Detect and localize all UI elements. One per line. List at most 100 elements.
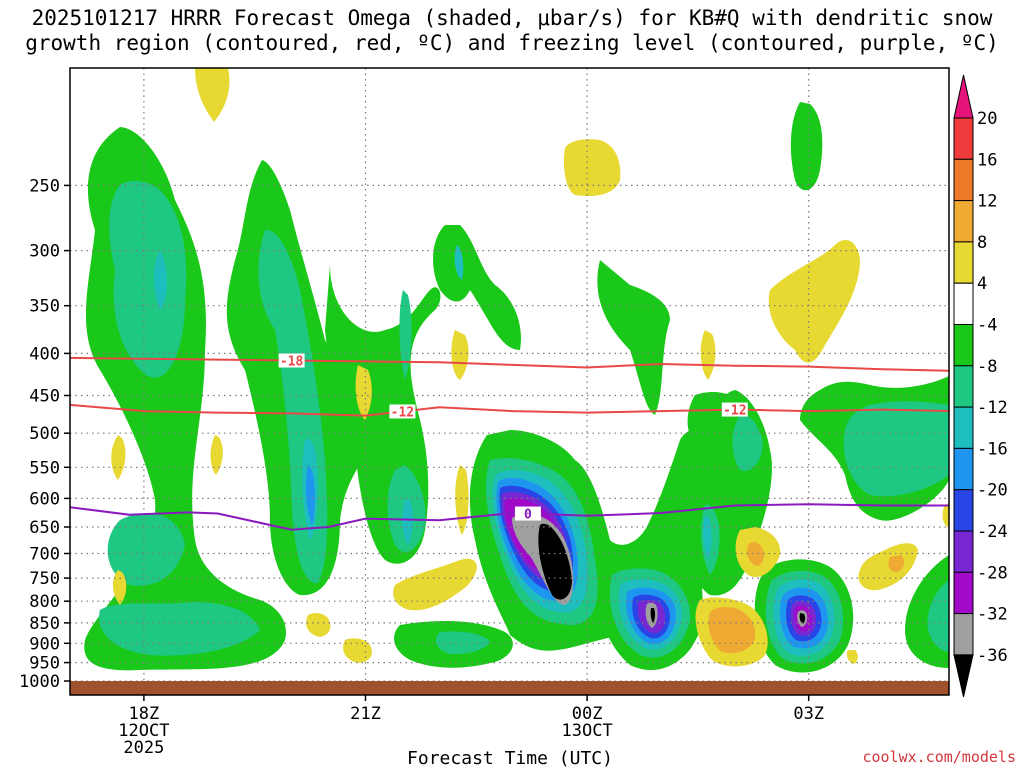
grid <box>70 68 949 695</box>
x-tick-date: 13OCT <box>562 721 613 741</box>
colorbar-label: 20 <box>977 109 997 129</box>
colorbar-label: -8 <box>977 357 997 377</box>
contour-label: -12 <box>723 404 746 419</box>
y-tick-label: 1000 <box>19 672 60 692</box>
y-tick-label: 350 <box>29 297 60 317</box>
colorbar-label: -12 <box>977 398 1008 418</box>
contour-label: -12 <box>391 405 414 420</box>
contour-label-background <box>721 402 748 417</box>
omega-yellow-region <box>195 68 230 122</box>
omega-yellow-region <box>563 139 621 197</box>
ground-surface <box>70 681 949 695</box>
y-tick-label: 450 <box>29 387 60 407</box>
colorbar-bin <box>953 365 974 408</box>
x-tick-year: 2025 <box>123 738 164 758</box>
omega-yellow-region <box>942 503 949 528</box>
contour-label-background <box>278 353 305 368</box>
colorbar-label: -20 <box>977 481 1008 501</box>
contour-line <box>70 503 949 531</box>
colorbar-label: -24 <box>977 522 1008 542</box>
omega-teal-region <box>435 631 490 655</box>
colorbar-bin <box>953 324 974 367</box>
y-tick-label: 900 <box>29 634 60 654</box>
colorbar-bin <box>953 571 974 615</box>
omega-cyan-region <box>703 515 712 560</box>
colorbar-bin <box>953 200 974 243</box>
x-tick-label: 18Z <box>129 704 160 724</box>
y-tick-label: 850 <box>29 614 60 634</box>
omega-teal-region <box>387 290 426 553</box>
omega-orange-region <box>708 607 756 654</box>
y-tick-label: 600 <box>29 489 60 509</box>
title-line-1: 2025101217 HRRR Forecast Omega (shaded, … <box>31 6 993 30</box>
omega-yellow-region <box>393 558 477 611</box>
omega-orange-region <box>888 555 905 573</box>
colorbar-label: -36 <box>977 646 1008 666</box>
plot-frame <box>69 67 950 696</box>
colorbar-bin <box>953 530 974 573</box>
y-tick-label: 750 <box>29 569 60 589</box>
x-tick-label: 00Z <box>572 704 603 724</box>
colorbar-bin <box>953 241 974 284</box>
colorbar-bin <box>953 489 974 532</box>
colorbar-bin <box>953 158 974 202</box>
colorbar-under-arrow <box>953 654 974 698</box>
contour-label-background <box>389 404 416 419</box>
omega-green-region <box>597 260 745 446</box>
colorbar: 20 16 12 8 4 -4 -8 -12 -16 -20 -24 -28 -32 -36 <box>953 74 1008 698</box>
omega-yellow-region <box>306 613 858 664</box>
contour-label: -18 <box>280 355 304 370</box>
omega-teal-region <box>843 401 949 497</box>
omega-teal-region <box>927 580 949 652</box>
contour-label: 0 <box>524 508 532 523</box>
colorbar-label: 8 <box>977 233 987 253</box>
omega-black-region <box>799 613 806 624</box>
y-tick-label: 500 <box>29 424 60 444</box>
x-tick-label: 03Z <box>793 704 824 724</box>
colorbar-bin <box>953 447 974 491</box>
title-line-2: growth region (contoured, red, ºC) and f… <box>25 31 999 55</box>
chart-title: 2025101217 HRRR Forecast Omega (shaded, … <box>0 6 1024 56</box>
y-tick-label: 300 <box>29 242 60 262</box>
x-tick-date: 12OCT <box>118 721 169 741</box>
omega-blue-region <box>305 465 315 525</box>
contour-line <box>70 403 949 417</box>
omega-black-region <box>650 608 656 623</box>
y-tick-label: 700 <box>29 545 60 565</box>
contour-line <box>70 356 949 372</box>
colorbar-label: -4 <box>977 316 997 336</box>
omega-green-region <box>790 102 823 191</box>
omega-orange-region <box>747 542 764 566</box>
y-tick-label: 950 <box>29 654 60 674</box>
omega-black-region <box>538 523 572 600</box>
y-tick-label: 650 <box>29 518 60 538</box>
omega-cyan-region <box>154 250 167 310</box>
omega-teal-region <box>700 414 763 575</box>
omega-cyan-region <box>402 245 464 545</box>
omega-teal-region <box>99 602 260 656</box>
omega-green-region <box>325 225 521 564</box>
colorbar-label: -16 <box>977 439 1008 459</box>
colorbar-label: 12 <box>977 192 997 212</box>
y-tick-label: 800 <box>29 592 60 612</box>
omega-teal-region <box>107 513 185 586</box>
colorbar-over-arrow <box>953 74 974 119</box>
y-tick-label: 250 <box>29 176 60 196</box>
colorbar-bin <box>953 117 974 160</box>
colorbar-bin <box>953 406 974 449</box>
omega-teal-region <box>109 180 187 378</box>
y-tick-label: 550 <box>29 458 60 478</box>
y-tick-label: 400 <box>29 344 60 364</box>
omega-yellow-region <box>858 543 918 591</box>
colorbar-label: -28 <box>977 563 1008 583</box>
x-axis-title: Forecast Time (UTC) <box>407 748 613 768</box>
plot-area: -18-12-1200 <box>70 68 949 695</box>
y-axis: 2503003504004505005506006507007508008509… <box>19 176 70 692</box>
colorbar-label: 4 <box>977 274 987 294</box>
credit-text: coolwx.com/models <box>862 748 1016 766</box>
contour-label-background <box>514 506 541 521</box>
temperature-contours: -18-12-1200 <box>70 353 949 531</box>
omega-shading <box>84 68 949 673</box>
